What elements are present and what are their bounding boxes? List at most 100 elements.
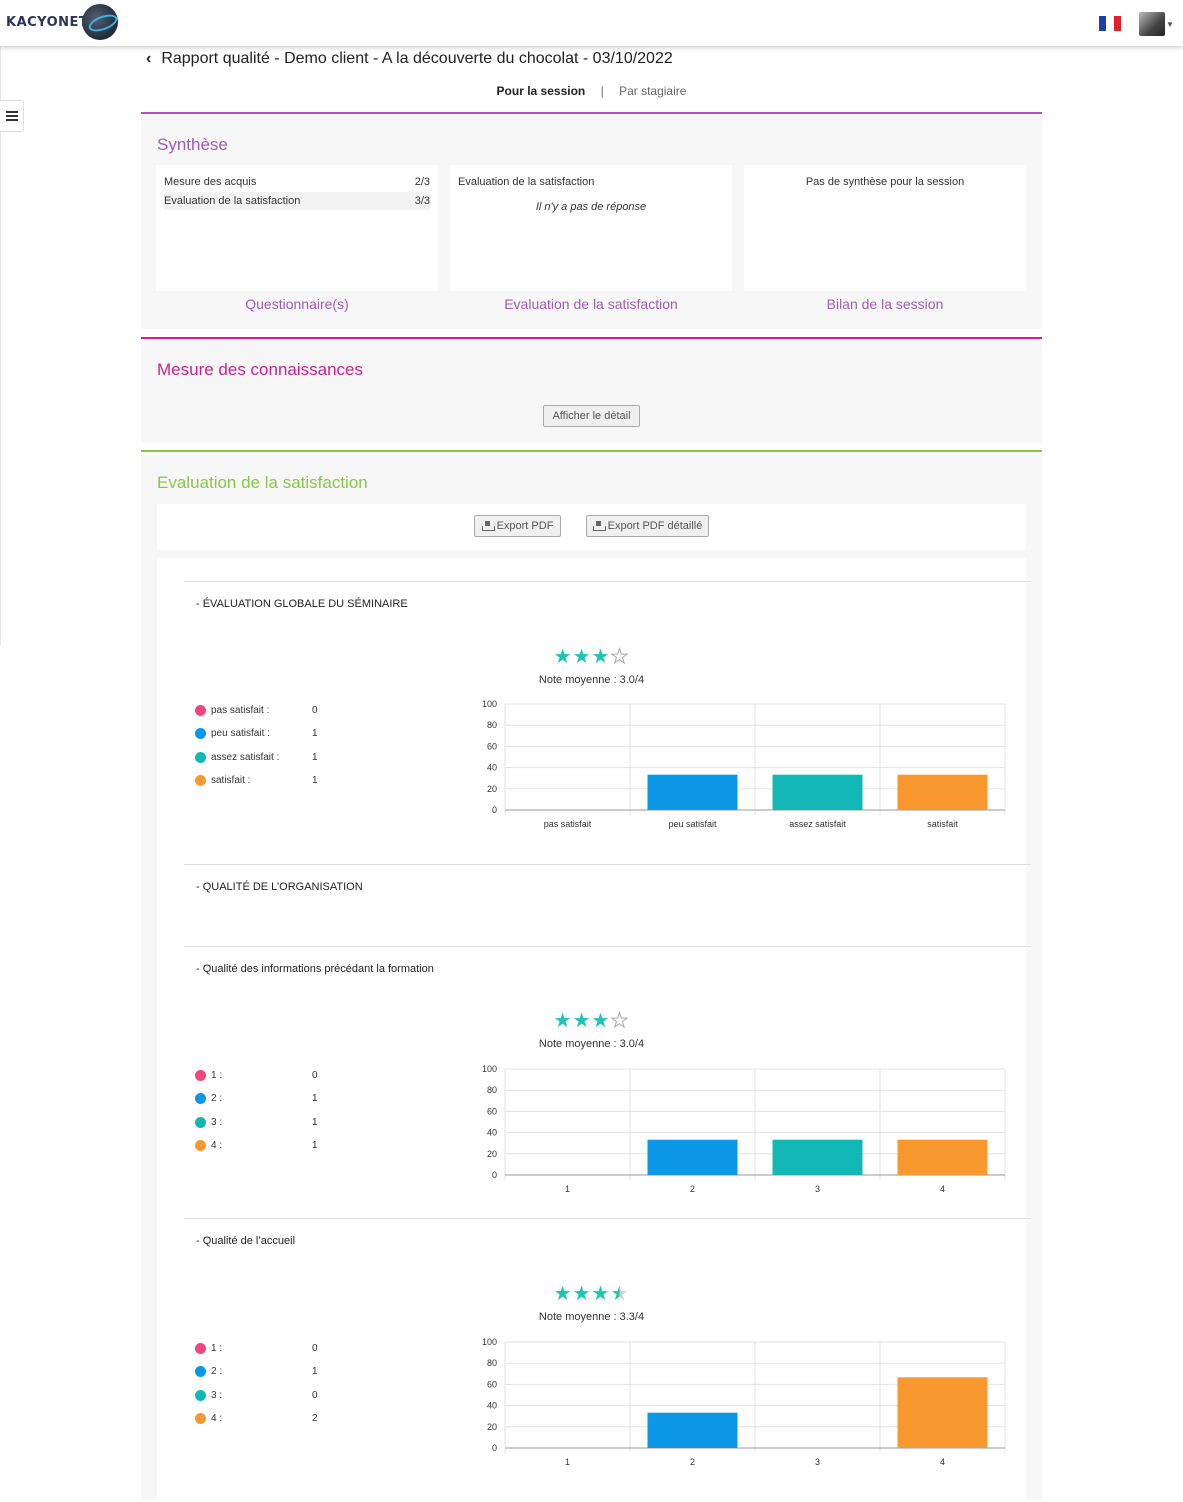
- connaissances-section: Mesure des connaissances Afficher le dét…: [141, 337, 1042, 443]
- export-bar: Export PDF Export PDF détaillé: [157, 504, 1026, 550]
- y-tick-label: 60: [487, 1106, 497, 1116]
- legend-value: 0: [312, 1389, 318, 1401]
- average-note: Note moyenne : 3.3/4: [538, 1311, 645, 1323]
- export-pdf-detail-button[interactable]: Export PDF détaillé: [586, 515, 709, 537]
- tab-stagiaire[interactable]: Par stagiaire: [619, 84, 687, 98]
- french-flag-icon[interactable]: [1099, 16, 1121, 31]
- satisfaction-link[interactable]: Evaluation de la satisfaction: [504, 296, 678, 312]
- star-empty-icon: ★: [610, 646, 630, 669]
- bar: [647, 774, 738, 810]
- bar-chart-svg: 0 20 40 60 80 100 1 2 3 4: [482, 1337, 1006, 1467]
- question-title: - Qualité de l’accueil: [196, 1235, 296, 1247]
- x-tick-label: peu satisfait: [668, 819, 717, 829]
- questionnaires-link[interactable]: Questionnaire(s): [245, 296, 349, 312]
- star-full-icon: ★: [591, 646, 611, 668]
- y-tick-label: 20: [487, 1422, 497, 1432]
- tab-session[interactable]: Pour la session: [496, 84, 586, 98]
- bar: [897, 774, 988, 810]
- bar-chart: 0 20 40 60 80 100 pas satisfait peu satisfait as…: [457, 696, 1017, 836]
- legend-value: 2: [312, 1412, 318, 1424]
- y-tick-label: 20: [487, 784, 497, 794]
- legend-item: satisfait : 1: [195, 773, 325, 787]
- bilan-box-heading: Pas de synthèse pour la session: [805, 176, 965, 188]
- app-logo[interactable]: KACYONET: [6, 3, 119, 41]
- y-tick-label: 40: [487, 763, 497, 773]
- legend-value: 0: [312, 704, 318, 716]
- legend-label: 3 :: [211, 1116, 223, 1128]
- legend-label: peu satisfait :: [211, 727, 270, 739]
- show-detail-button[interactable]: Afficher le détail: [543, 405, 640, 427]
- legend-item: 4 : 2: [195, 1411, 325, 1425]
- x-tick-label: 1: [565, 1457, 570, 1467]
- question-title: - ÉVALUATION GLOBALE DU SÉMINAIRE: [196, 598, 408, 610]
- bar-chart: 0 20 40 60 80 100 1 2 3 4: [457, 1061, 1017, 1201]
- synthese-row-value: 2/3: [414, 176, 430, 188]
- view-tabs: Pour la session | Par stagiaire: [0, 84, 1183, 98]
- divider: [184, 1218, 1031, 1219]
- y-tick-label: 0: [492, 805, 497, 815]
- legend-dot: [195, 1092, 206, 1104]
- x-tick-label: satisfait: [927, 819, 958, 829]
- legend-dot: [195, 1412, 206, 1424]
- rating-stars: ★★★★: [157, 1281, 1026, 1306]
- sidebar-edge: [0, 46, 1, 646]
- bar: [897, 1139, 988, 1175]
- star-full-icon: ★: [572, 1010, 592, 1032]
- connaissances-title: Mesure des connaissances: [157, 360, 364, 379]
- legend-dot: [195, 751, 206, 763]
- legend-dot: [195, 1069, 206, 1081]
- star-full-icon: ★: [591, 1283, 611, 1305]
- star-full-icon: ★: [572, 646, 592, 668]
- divider: [184, 946, 1031, 947]
- question-title: - Qualité des informations précédant la …: [196, 963, 434, 975]
- chevron-down-icon[interactable]: ▼: [1166, 20, 1174, 29]
- export-pdf-button[interactable]: Export PDF: [474, 515, 561, 537]
- legend-item: 2 : 1: [195, 1364, 325, 1378]
- user-avatar[interactable]: [1139, 12, 1165, 36]
- page-title-text: Rapport qualité - Demo client - A la déc…: [161, 50, 673, 67]
- legend-label: 1 :: [211, 1069, 223, 1081]
- export-icon: [592, 521, 606, 531]
- synthese-row: Mesure des acquis 2/3: [164, 173, 430, 191]
- legend-label: 1 :: [211, 1342, 223, 1354]
- export-pdf-label: Export PDF: [496, 520, 554, 532]
- star-full-icon: ★: [553, 646, 573, 668]
- star-full-icon: ★: [553, 1283, 573, 1305]
- sidebar-toggle-button[interactable]: [0, 100, 24, 132]
- legend-label: satisfait :: [211, 774, 251, 786]
- synthese-row: Evaluation de la satisfaction 3/3: [164, 192, 430, 210]
- average-note: Note moyenne : 3.0/4: [538, 674, 645, 686]
- y-tick-label: 80: [487, 1358, 497, 1368]
- legend-dot: [195, 1139, 206, 1151]
- legend-label: 4 :: [211, 1412, 223, 1424]
- legend-value: 1: [312, 1092, 318, 1104]
- legend-dot: [195, 774, 206, 786]
- back-chevron-icon[interactable]: ‹: [146, 50, 152, 67]
- bar-chart-svg: 0 20 40 60 80 100 pas satisfait peu satisfait as…: [482, 699, 1006, 829]
- legend-label: 3 :: [211, 1389, 223, 1401]
- y-tick-label: 80: [487, 1085, 497, 1095]
- bilan-link[interactable]: Bilan de la session: [826, 296, 944, 312]
- bar: [647, 1139, 738, 1175]
- y-tick-label: 0: [492, 1170, 497, 1180]
- star-half-icon: ★: [610, 1283, 630, 1305]
- legend-label: 2 :: [211, 1092, 223, 1104]
- logo-orb-icon: [82, 4, 119, 40]
- star-empty-icon: ★: [610, 1010, 630, 1033]
- star-full-icon: ★: [553, 1010, 573, 1032]
- bar: [772, 774, 863, 810]
- legend-item: pas satisfait : 0: [195, 703, 325, 717]
- no-response-text: Il n'y a pas de réponse: [535, 201, 647, 213]
- average-note: Note moyenne : 3.0/4: [538, 1038, 645, 1050]
- x-tick-label: pas satisfait: [544, 819, 592, 829]
- top-bar: KACYONET ▼: [0, 0, 1183, 46]
- legend-value: 0: [312, 1069, 318, 1081]
- legend-item: peu satisfait : 1: [195, 726, 325, 740]
- legend-label: pas satisfait :: [211, 704, 270, 716]
- legend-dot: [195, 1389, 206, 1401]
- legend-item: 3 : 0: [195, 1388, 325, 1402]
- y-tick-label: 80: [487, 720, 497, 730]
- bar-chart-svg: 0 20 40 60 80 100 1 2 3 4: [482, 1064, 1006, 1194]
- satisfaction-box-heading: Evaluation de la satisfaction: [458, 176, 595, 188]
- logo-text: KACYONET: [6, 14, 89, 30]
